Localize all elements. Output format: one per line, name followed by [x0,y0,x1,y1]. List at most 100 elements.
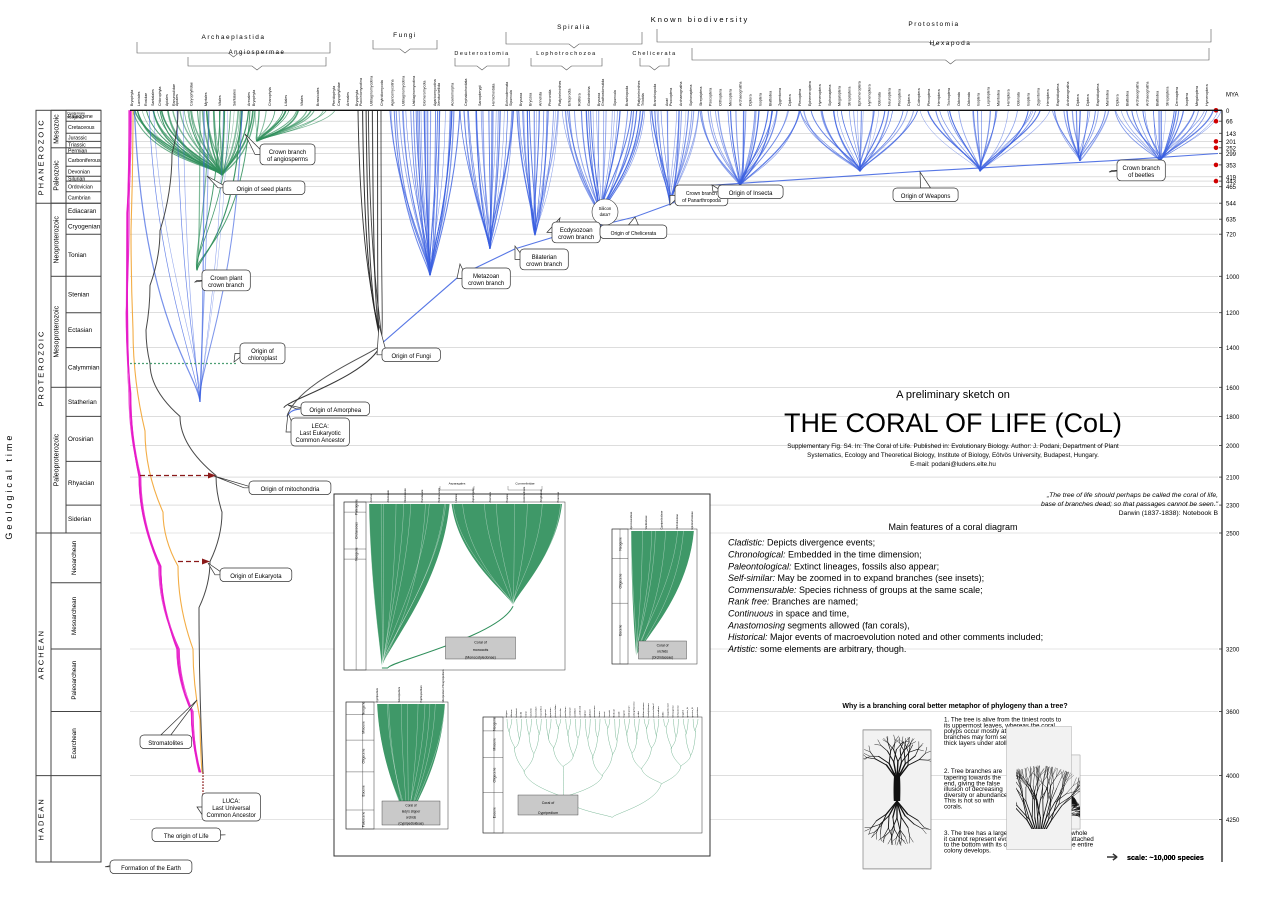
svg-text:Miocene: Miocene [361,721,365,734]
svg-text:Myrtales: Myrtales [204,92,208,106]
svg-text:Psocoptera: Psocoptera [709,88,713,106]
svg-text:Chlorophyta: Chlorophyta [158,87,162,106]
svg-text:Asparagales: Asparagales [449,482,466,486]
svg-text:crown branch: crown branch [526,262,562,268]
svg-text:Last Universal: Last Universal [212,806,250,812]
svg-text:Coral of: Coral of [405,803,416,807]
svg-text:Agaricomycotina: Agaricomycotina [391,79,395,106]
svg-text:Anastomosing segments allowed: Anastomosing segments allowed (fan coral… [727,620,910,630]
svg-text:Commensurable: Species richnes: Commensurable: Species richness of group… [728,585,983,595]
svg-text:Apiales: Apiales [165,94,169,106]
svg-text:species_B: species_B [692,707,694,718]
svg-text:tibeticum: tibeticum [613,709,616,718]
svg-text:Commelinidae: Commelinidae [515,482,535,486]
svg-text:Spiralia: Spiralia [557,24,591,31]
svg-text:Origin of Eukaryota: Origin of Eukaryota [230,574,282,580]
svg-text:2100: 2100 [1226,476,1240,482]
svg-text:Archaeognatha: Archaeognatha [679,82,683,106]
svg-text:Cretaceous: Cretaceous [68,125,95,131]
svg-text:353: 353 [1226,163,1237,169]
svg-text:plectrochilum2: plectrochilum2 [652,703,655,718]
svg-text:PHANEROZOIC: PHANEROZOIC [37,118,46,195]
svg-text:Neogene: Neogene [355,547,359,561]
svg-text:Isoptera: Isoptera [1026,93,1030,106]
svg-text:Ustilaginomycotina: Ustilaginomycotina [370,76,374,106]
svg-text:Diptera: Diptera [788,94,792,106]
svg-text:colony develops.: colony develops. [944,847,991,854]
svg-text:Zingiberale: Zingiberale [539,489,543,503]
svg-text:palangshanense: palangshanense [633,701,635,718]
svg-text:Rosidae: Rosidae [144,93,148,106]
svg-text:Sipuncula: Sipuncula [613,90,617,106]
svg-text:crown branch: crown branch [558,235,594,241]
svg-text:720: 720 [1226,233,1237,239]
svg-text:crown branch: crown branch [208,283,244,289]
svg-text:Carboniferous: Carboniferous [68,158,101,164]
svg-text:Rhyacian: Rhyacian [68,480,95,487]
svg-text:Archaeplastida: Archaeplastida [202,34,266,41]
svg-text:Bryophyta: Bryophyta [130,90,134,106]
svg-text:Devonian: Devonian [68,169,90,175]
svg-text:species_A: species_A [686,707,689,718]
svg-text:PROTEROZOIC: PROTEROZOIC [37,330,46,407]
svg-text:Neoarchean: Neoarchean [71,540,78,575]
svg-text:margaritaceum: margaritaceum [667,703,670,718]
svg-text:Cypripedioideae: Cypripedioideae [660,510,664,529]
svg-text:Zygentoma: Zygentoma [1036,88,1040,106]
svg-text:Mexipedium Phragmipedium: Mexipedium Phragmipedium [441,670,445,703]
svg-text:of Panarthropoda: of Panarthropoda [682,198,721,204]
svg-text:Blattodea: Blattodea [1126,91,1130,106]
svg-text:Raphidioptera: Raphidioptera [1096,84,1100,106]
svg-text:of beetles: of beetles [1128,173,1154,179]
svg-text:Formation of the Earth: Formation of the Earth [121,866,181,872]
svg-text:Vitales: Vitales [300,95,304,106]
svg-text:Pandanale: Pandanale [420,489,424,502]
svg-text:Paleocene: Paleocene [361,812,365,828]
svg-text:Oligocene: Oligocene [361,748,365,763]
svg-text:Alismatale: Alismatale [386,490,390,503]
svg-text:Last Eukaryotic: Last Eukaryotic [300,431,341,437]
svg-text:Statherian: Statherian [68,399,97,406]
svg-text:Plecoptera: Plecoptera [798,89,802,106]
svg-text:Platyhelminthes: Platyhelminthes [558,80,562,106]
svg-text:vulgare: vulgare [505,710,508,718]
svg-text:Pucciniomycotina: Pucciniomycotina [359,78,363,106]
svg-text:Ephemeroptera: Ephemeroptera [808,81,812,106]
svg-text:Ustilaginomycotina: Ustilaginomycotina [401,76,405,106]
svg-text:x_andrewsii: x_andrewsii [579,705,582,717]
svg-text:Hemiptera: Hemiptera [1046,89,1050,106]
svg-text:Siphonaptera: Siphonaptera [828,85,832,106]
svg-text:Epidendroideae: Epidendroideae [690,511,694,530]
svg-text:Origin of Fungi: Origin of Fungi [392,354,431,360]
svg-text:Selenipedium: Selenipedium [397,687,401,703]
svg-text:Poales: Poales [505,494,509,503]
svg-text:Odonata: Odonata [967,92,971,106]
svg-text:Oligocene: Oligocene [493,767,497,782]
svg-text:Liliales: Liliales [454,494,458,503]
svg-text:Psocoptera: Psocoptera [669,88,673,106]
svg-text:Branchiopoda: Branchiopoda [653,84,657,106]
svg-text:Orchidoideae: Orchidoideae [675,514,679,530]
svg-text:Hexapoda: Hexapoda [930,40,972,47]
svg-text:macranthos: macranthos [539,705,542,717]
svg-text:Paleontological: Extinct linea: Paleontological: Extinct lineages, fossi… [728,561,939,571]
svg-text:Jurassic: Jurassic [68,135,87,141]
svg-text:Paphiopedilum: Paphiopedilum [419,685,423,702]
svg-text:Geological time: Geological time [4,433,14,540]
svg-text:Systematics, Ecology and Theor: Systematics, Ecology and Theoretical Bio… [807,452,1099,459]
svg-text:Santalales: Santalales [233,89,237,106]
svg-text:Artistic: some elements are ar: Artistic: some elements are arbitrary, t… [727,644,906,654]
svg-text:A preliminary sketch on: A preliminary sketch on [896,389,1010,401]
svg-text:scale: ~10,000 species: scale: ~10,000 species [1127,853,1204,862]
svg-text:sichuanense: sichuanense [677,704,679,717]
svg-text:yunnanense: yunnanense [594,705,596,718]
svg-text:Strepsiptera: Strepsiptera [1165,87,1169,106]
svg-text:Paleoarchean: Paleoarchean [71,660,78,699]
svg-text:Mesozoic: Mesozoic [54,114,61,144]
svg-text:(Orchidaceae): (Orchidaceae) [652,655,673,659]
svg-text:franchetii: franchetii [530,708,533,717]
svg-text:1600: 1600 [1226,386,1240,392]
svg-text:Silurian: Silurian [68,177,85,183]
svg-text:Cladistic: Depicts divergence: Cladistic: Depicts divergence events; [728,538,875,548]
svg-text:Ediacaran: Ediacaran [68,208,97,215]
